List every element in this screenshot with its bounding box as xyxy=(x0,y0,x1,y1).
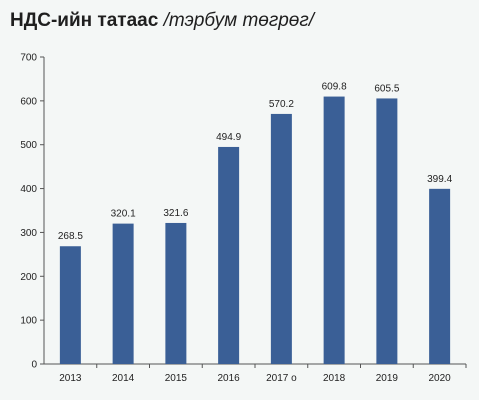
bar xyxy=(218,146,240,364)
y-tick-label: 400 xyxy=(20,184,37,195)
x-tick-label: 2014 xyxy=(112,373,135,384)
data-label: 268.5 xyxy=(58,231,83,242)
title-main: НДС-ийн татаас xyxy=(10,10,159,31)
y-tick-label: 100 xyxy=(20,316,37,327)
bar xyxy=(59,246,81,364)
bar xyxy=(323,96,345,364)
y-tick-label: 300 xyxy=(20,228,37,239)
x-tick-label: 2013 xyxy=(59,373,82,384)
chart-title: НДС-ийн татаас /тэрбум төгрөг/ xyxy=(10,10,314,32)
x-tick-label: 2020 xyxy=(429,373,452,384)
bar xyxy=(376,98,398,364)
y-tick-label: 700 xyxy=(20,53,37,64)
x-tick-label: 2018 xyxy=(323,373,346,384)
data-label: 605.5 xyxy=(374,83,399,94)
data-label: 494.9 xyxy=(216,132,241,143)
x-tick-label: 2015 xyxy=(165,373,188,384)
bar xyxy=(165,222,187,364)
x-tick-label: 2019 xyxy=(376,373,399,384)
data-label: 570.2 xyxy=(269,99,294,110)
y-tick-label: 0 xyxy=(31,360,37,371)
bar xyxy=(270,113,292,364)
y-tick-label: 500 xyxy=(20,140,37,151)
y-tick-label: 200 xyxy=(20,272,37,283)
title-subtitle: /тэрбум төгрөг/ xyxy=(163,10,315,31)
bar xyxy=(429,188,451,364)
bar xyxy=(112,223,134,364)
data-label: 320.1 xyxy=(111,209,136,220)
y-tick-label: 600 xyxy=(20,96,37,107)
data-label: 321.6 xyxy=(163,208,188,219)
x-tick-label: 2017 о xyxy=(266,373,297,384)
x-tick-label: 2016 xyxy=(218,373,241,384)
data-label: 609.8 xyxy=(322,82,347,93)
data-label: 399.4 xyxy=(427,174,452,185)
